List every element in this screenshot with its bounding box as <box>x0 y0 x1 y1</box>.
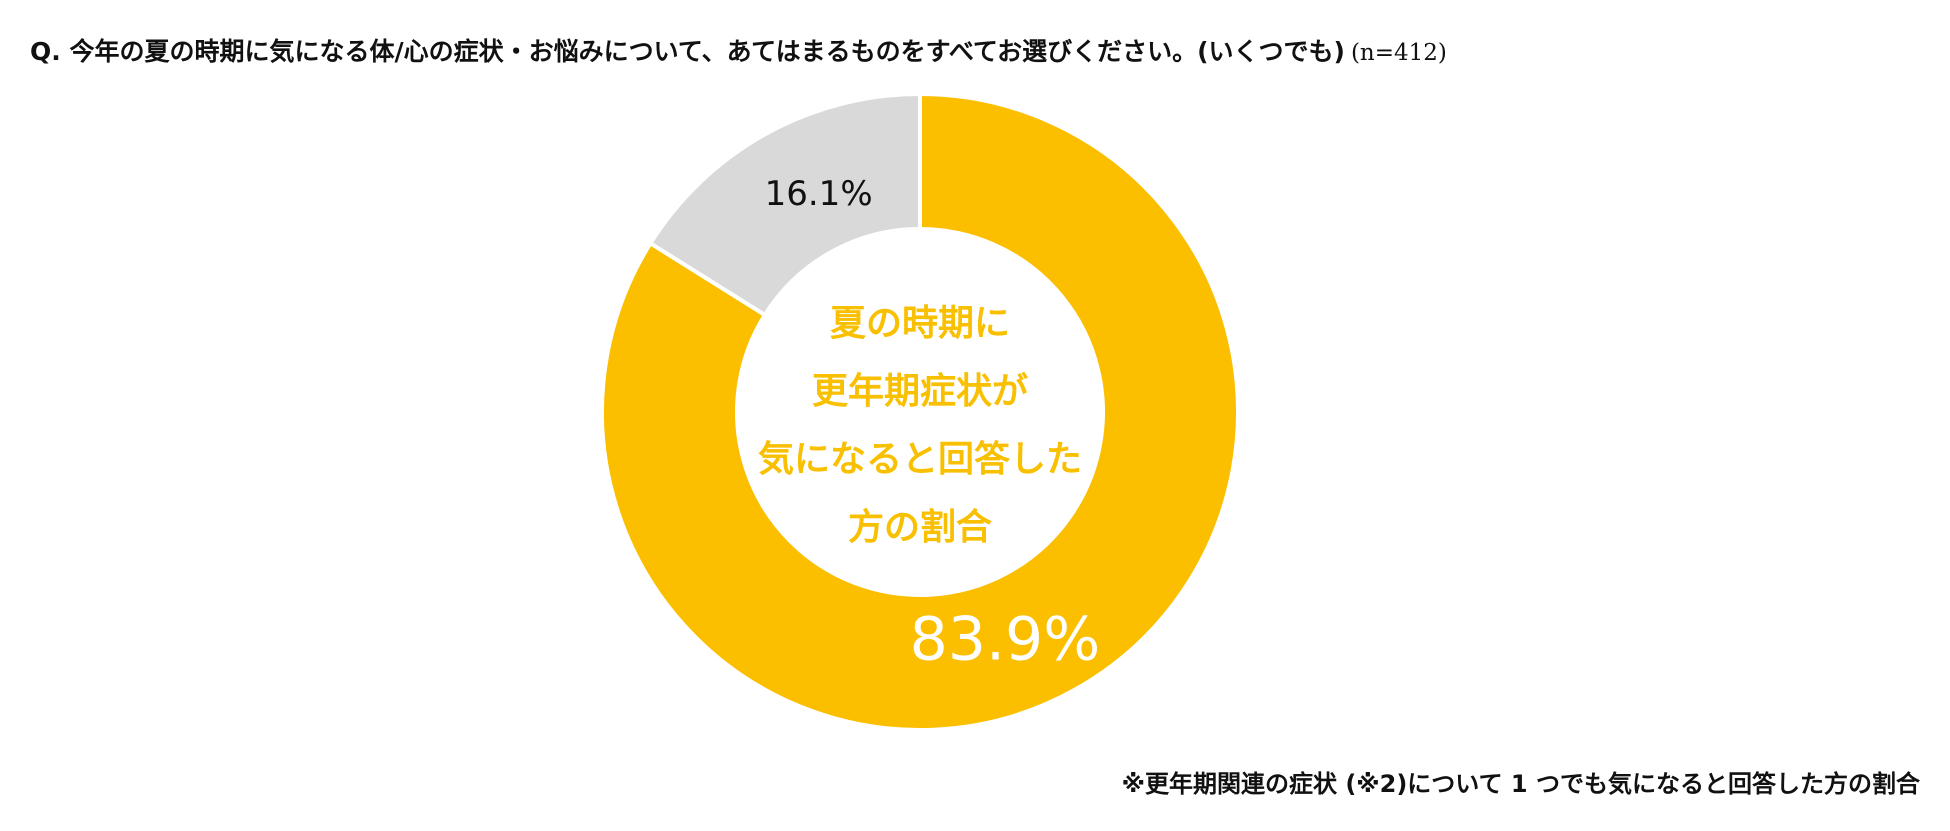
donut-slice-1 <box>647 91 922 318</box>
footnote: ※更年期関連の症状 (※2)について 1 つでも気になると回答した方の割合 <box>1121 770 1920 798</box>
slice-label-1: 16.1% <box>765 174 873 214</box>
center-label-line-2: 更年期症状が <box>811 371 1028 412</box>
donut-slice-0 <box>599 91 1240 732</box>
question-label: Q. 今年の夏の時期に気になる体/心の症状・お悩みについて、あてはまるものをすべ… <box>30 37 1345 66</box>
center-label-line-1: 夏の時期に <box>829 303 1010 344</box>
center-label-line-3: 気になると回答した <box>757 439 1082 480</box>
sample-size: (n=412) <box>1350 40 1447 66</box>
center-label-line-4: 方の割合 <box>847 507 992 548</box>
question-text: Q. 今年の夏の時期に気になる体/心の症状・お悩みについて、あてはまるものをすべ… <box>30 32 1447 68</box>
center-label: 夏の時期に 更年期症状が 気になると回答した 方の割合 <box>740 290 1100 562</box>
slice-label-0: 83.9% <box>910 605 1101 675</box>
